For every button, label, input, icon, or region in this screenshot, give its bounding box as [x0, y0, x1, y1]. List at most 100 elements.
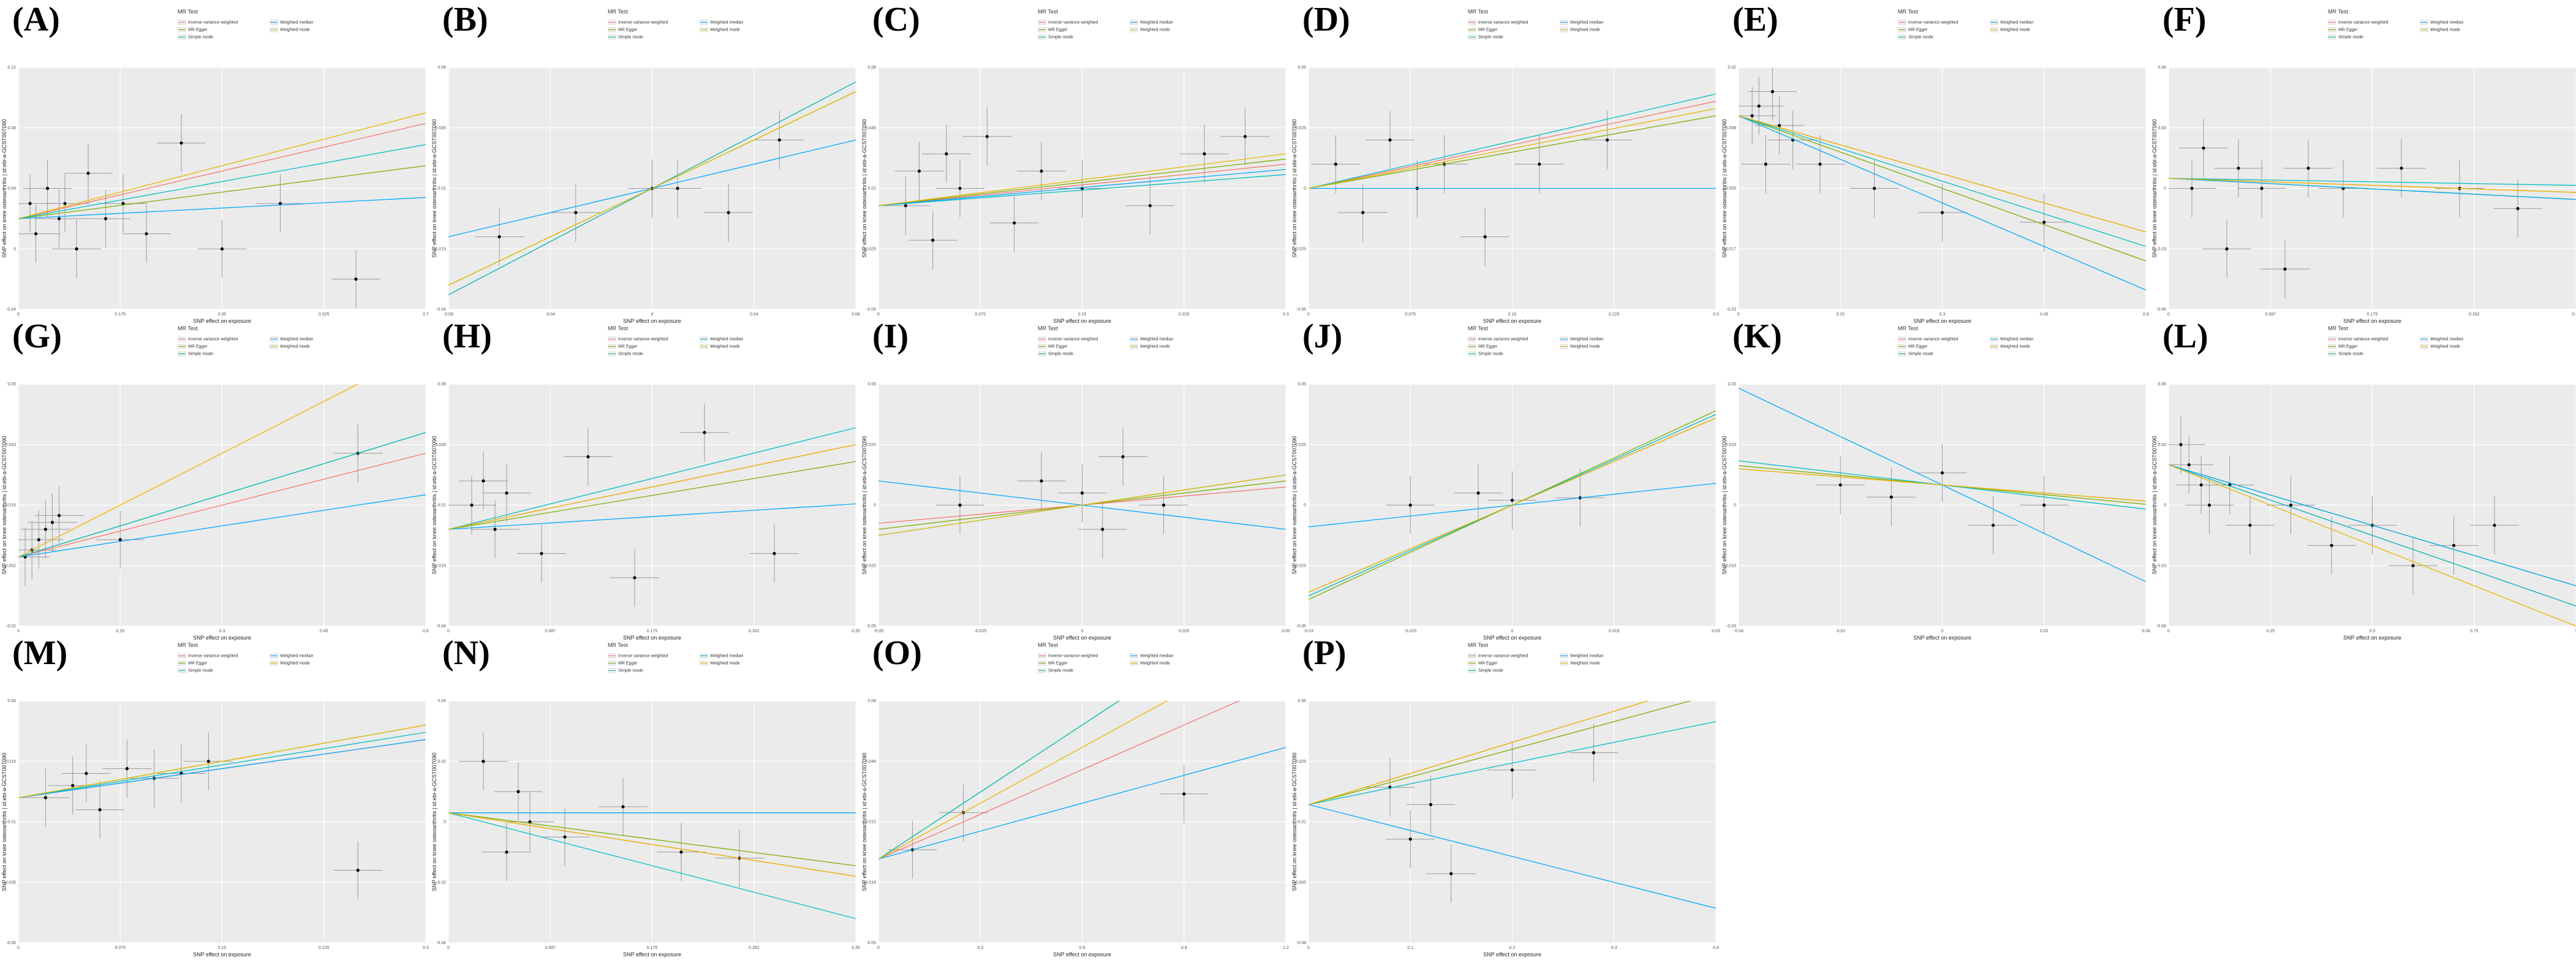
- x-tick-label: 0: [877, 312, 880, 317]
- legend-entry-label: Simple mode: [1908, 352, 1933, 357]
- data-point: [2248, 523, 2252, 527]
- y-axis-label: SNP effect on knee osteoarthritis | id:e…: [1291, 752, 1297, 891]
- mr-regression-line: [878, 168, 1286, 206]
- legend-entry: Weighted mode: [270, 27, 310, 32]
- x-tick-label: 0.225: [1609, 312, 1620, 317]
- mr-regression-line: [2169, 178, 2576, 193]
- legend: MR Test Inverse variance weighted MR Egge…: [1898, 9, 2094, 51]
- legend-key-swatch: [1468, 20, 1476, 25]
- data-point: [2187, 463, 2191, 467]
- data-point: [98, 808, 102, 812]
- x-tick-label: 0: [17, 629, 20, 633]
- data-point: [220, 247, 224, 251]
- legend-entry: Simple mode: [1038, 34, 1073, 40]
- legend-entry-label: Simple mode: [2338, 352, 2363, 357]
- legend-entry-label: MR Egger: [1048, 28, 1068, 32]
- legend-entry: Weighted mode: [1560, 660, 1600, 666]
- data-point: [777, 138, 781, 142]
- data-point: [563, 835, 567, 839]
- data-point-group: [2284, 139, 2333, 197]
- x-tick-label: 0.075: [975, 312, 986, 317]
- scatter-plot: -0.08-0.04-0.04-0.01500.010.040.0350.080…: [431, 66, 860, 324]
- legend: MR Test Inverse variance weighted MR Egge…: [178, 325, 374, 368]
- data-point: [540, 551, 543, 556]
- x-tick-label: 0.7: [423, 312, 429, 317]
- legend-key-swatch: [1468, 336, 1476, 342]
- data-point: [1483, 235, 1487, 239]
- mr-regression-line: [1309, 701, 1650, 805]
- data-point-group: [2169, 159, 2216, 217]
- mr-regression-line: [878, 701, 1168, 860]
- y-tick-label: -0.025: [1294, 247, 1306, 251]
- y-tick-label: 0.035: [435, 126, 446, 130]
- data-point: [2493, 523, 2496, 527]
- y-axis-label: SNP effect on knee osteoarthritis | id:e…: [1721, 436, 1728, 574]
- y-tick-label: -0.02: [436, 880, 446, 885]
- x-tick-label: 0.175: [115, 312, 126, 317]
- scatter-plot: 0-0.08 0.1 -0.045 0.2 -0.01 0.3 0.025 0.4 0.06 SN…: [1291, 699, 1719, 958]
- mr-scatter-panel-k: (K) MR Test Inverse variance weighted MR …: [1720, 317, 2150, 641]
- scatter-plot: 0-0.06 0.075 -0.035 0.15 -0.01 0.225 0.015 0.3 0…: [1, 699, 429, 958]
- y-tick-label: 0.03: [1728, 382, 1736, 387]
- data-point: [28, 202, 32, 205]
- data-point: [528, 820, 532, 824]
- x-tick-label: 0: [877, 946, 880, 950]
- data-point: [958, 503, 962, 507]
- y-tick-label: 0.08: [7, 126, 16, 130]
- data-point-group: [921, 124, 971, 183]
- x-tick-label: 0.3: [1611, 946, 1617, 950]
- legend-entry-label: Weighted mode: [1570, 344, 1600, 349]
- legend-entry-label: Inverse variance weighted: [618, 654, 668, 659]
- legend-key-swatch: [608, 336, 616, 342]
- legend-entry-label: Weighted median: [2430, 20, 2464, 25]
- data-point-group: [333, 841, 383, 899]
- data-point: [1040, 169, 1043, 173]
- legend-key-swatch: [608, 27, 616, 32]
- x-tick-label: 0.175: [2367, 312, 2378, 317]
- data-point-group: [470, 500, 519, 559]
- y-axis-label: SNP effect on knee osteoarthritis | id:e…: [1, 752, 7, 891]
- legend-entry: Weighted median: [1990, 20, 2033, 25]
- y-tick-label: 0.03: [2158, 126, 2166, 130]
- y-tick-label: -0.06: [2156, 624, 2166, 629]
- mr-regression-line: [1309, 115, 1716, 189]
- x-tick-label: 0.1: [1407, 946, 1413, 950]
- legend-entry: Simple mode: [608, 668, 643, 673]
- y-tick-label: -0.002: [4, 564, 16, 568]
- y-tick-label: -0.035: [4, 880, 16, 885]
- data-point-group: [1426, 844, 1476, 903]
- data-point: [86, 172, 90, 175]
- data-point-group: [653, 159, 702, 217]
- legend-entry-label: Simple mode: [618, 35, 643, 40]
- data-point: [1476, 491, 1480, 495]
- y-tick-label: -0.025: [864, 247, 876, 251]
- legend-key-swatch: [2420, 27, 2428, 32]
- data-point: [1764, 162, 1767, 166]
- legend-entry-label: Inverse variance weighted: [188, 337, 238, 342]
- legend-key-swatch: [178, 660, 186, 666]
- data-point: [1203, 152, 1206, 156]
- data-point: [497, 235, 501, 239]
- legend-key-swatch: [2420, 336, 2428, 342]
- legend-key-swatch: [1468, 668, 1476, 673]
- y-tick-label: 0.048: [865, 760, 876, 764]
- data-point-group: [1582, 111, 1632, 169]
- legend: MR Test Inverse variance weighted MR Egge…: [2328, 9, 2524, 51]
- data-point-group: [99, 174, 148, 233]
- legend: MR Test Inverse variance weighted MR Egge…: [1898, 325, 2094, 368]
- legend-key-swatch: [270, 20, 278, 25]
- legend-key-swatch: [1130, 27, 1138, 32]
- data-point-group: [1386, 476, 1435, 534]
- mr-scatter-panel-i: (I) MR Test Inverse variance weighted MR …: [860, 317, 1290, 641]
- scatter-plot: 0-0.02 0.15 -0.002 0.3 0.015 0.45 0.033 0.6 0.05…: [1, 382, 429, 641]
- y-tick-label: 0.05: [867, 382, 876, 387]
- legend-key-swatch: [2328, 34, 2336, 40]
- data-point-group: [255, 174, 305, 233]
- legend: MR Test Inverse variance weighted MR Egge…: [1038, 642, 1234, 685]
- data-point-group: [881, 176, 931, 235]
- data-point-group: [1098, 428, 1147, 486]
- panel-label: (L): [2162, 317, 2208, 355]
- data-point: [1757, 104, 1761, 108]
- x-tick-label: 0.08: [852, 312, 860, 317]
